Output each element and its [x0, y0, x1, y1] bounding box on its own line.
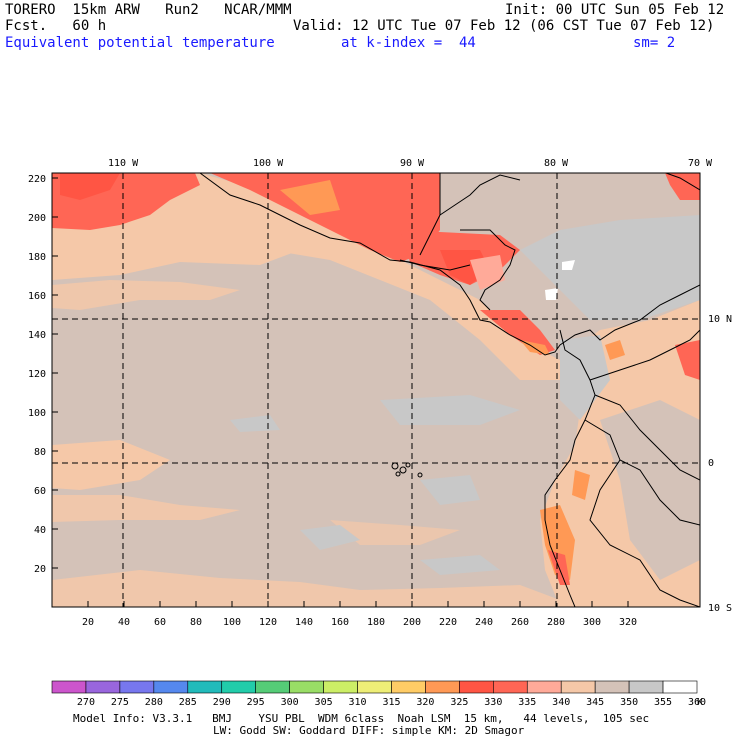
colorbar-label: 320 — [416, 697, 434, 708]
x-tick-label: 20 — [82, 617, 94, 628]
y-tick-label: 220 — [28, 174, 46, 185]
colorbar-swatch — [628, 680, 664, 694]
colorbar-label: 290 — [213, 697, 231, 708]
colorbar-swatch — [119, 680, 155, 694]
colorbar-label: 315 — [382, 697, 400, 708]
lat-label: 10 N — [708, 314, 732, 325]
colorbar-label: 355 — [654, 697, 672, 708]
theta-e-field — [52, 173, 700, 607]
colorbar-label: 280 — [145, 697, 163, 708]
colorbar: 270 275 280 285 290 295 300 305 310 315 320 325 330 3… — [51, 680, 706, 708]
x-tick-label: 60 — [154, 617, 166, 628]
colorbar-swatch — [357, 680, 392, 694]
colorbar-label: 345 — [586, 697, 604, 708]
x-tick-label: 280 — [547, 617, 565, 628]
model-title: TORERO 15km ARW Run2 NCAR/MMM — [5, 2, 292, 18]
smoothing: sm= 2 — [633, 35, 676, 51]
x-tick-label: 120 — [259, 617, 277, 628]
colorbar-swatch — [85, 680, 121, 694]
x-tick-label: 80 — [190, 617, 202, 628]
colorbar-swatch — [221, 680, 256, 694]
colorbar-label: 270 — [77, 697, 95, 708]
colorbar-swatch — [662, 680, 698, 694]
lat-label: 10 S — [708, 603, 732, 614]
y-tick-label: 180 — [28, 252, 46, 263]
y-tick-label: 20 — [34, 564, 46, 575]
colorbar-label: 325 — [450, 697, 468, 708]
lat-labels: 10 N 0 10 S — [708, 314, 732, 614]
graticule — [52, 173, 700, 607]
colorbar-swatch — [153, 680, 189, 694]
x-tick-label: 40 — [118, 617, 130, 628]
colorbar-label: 295 — [247, 697, 265, 708]
forecast-hour: Fcst. 60 h — [5, 18, 107, 34]
y-tick-label: 160 — [28, 291, 46, 302]
field-name: Equivalent potential temperature — [5, 35, 275, 51]
lon-label: 70 W — [688, 158, 713, 169]
colorbar-label: 330 — [484, 697, 502, 708]
x-tick-labels: 20 40 60 80 100 120 140 160 180 200 220 240 260 280 30… — [82, 601, 637, 628]
colorbar-label: 335 — [518, 697, 536, 708]
y-tick-labels: 220 200 180 160 140 120 100 80 60 40 20 — [28, 174, 58, 575]
lon-label: 110 W — [108, 158, 139, 169]
colorbar-unit: K — [697, 697, 703, 708]
colorbar-label: 285 — [179, 697, 197, 708]
lat-label: 0 — [708, 458, 714, 469]
colorbar-label: 310 — [348, 697, 366, 708]
y-tick-label: 80 — [34, 447, 46, 458]
colorbar-label: 300 — [281, 697, 299, 708]
model-info: Model Info: V3.3.1 BMJ YSU PBL WDM 6clas… — [73, 712, 650, 725]
valid-time: Valid: 12 UTC Tue 07 Feb 12 (06 CST Tue … — [293, 18, 715, 34]
colorbar-swatch — [255, 680, 290, 694]
x-tick-label: 160 — [331, 617, 349, 628]
x-tick-label: 240 — [475, 617, 493, 628]
x-tick-label: 260 — [511, 617, 529, 628]
colorbar-swatch — [187, 680, 223, 694]
colorbar-swatch — [594, 680, 630, 694]
colorbar-swatch — [323, 680, 358, 694]
y-tick-label: 100 — [28, 408, 46, 419]
init-time: Init: 00 UTC Sun 05 Feb 12 — [505, 2, 725, 18]
colorbar-swatch — [493, 680, 528, 694]
x-tick-label: 300 — [583, 617, 601, 628]
y-tick-label: 40 — [34, 525, 46, 536]
x-tick-label: 100 — [223, 617, 241, 628]
x-tick-label: 200 — [403, 617, 421, 628]
x-tick-label: 320 — [619, 617, 637, 628]
colorbar-label: 360 — [688, 697, 706, 708]
colorbar-label: 275 — [111, 697, 129, 708]
lon-labels: 110 W 100 W 90 W 80 W 70 W — [108, 158, 713, 169]
colorbar-swatch — [391, 680, 426, 694]
colorbar-label: 350 — [620, 697, 638, 708]
colorbar-label: 305 — [315, 697, 333, 708]
physics-info: LW: Godd SW: Goddard DIFF: simple KM: 2D… — [213, 724, 525, 737]
colorbar-label: 340 — [552, 697, 570, 708]
y-tick-label: 200 — [28, 213, 46, 224]
level-index: at k-index = 44 — [341, 35, 476, 51]
colorbar-swatch — [526, 680, 562, 694]
x-tick-label: 140 — [295, 617, 313, 628]
y-tick-label: 140 — [28, 330, 46, 341]
y-tick-label: 60 — [34, 486, 46, 497]
lon-label: 100 W — [253, 158, 284, 169]
lon-label: 80 W — [544, 158, 569, 169]
coastlines — [199, 173, 700, 607]
colorbar-swatch — [51, 680, 87, 694]
colorbar-swatch — [560, 680, 596, 694]
x-tick-label: 220 — [439, 617, 457, 628]
colorbar-swatch — [459, 680, 494, 694]
lon-label: 90 W — [400, 158, 425, 169]
x-tick-label: 180 — [367, 617, 385, 628]
colorbar-swatch — [289, 680, 324, 694]
colorbar-swatch — [425, 680, 460, 694]
y-tick-label: 120 — [28, 369, 46, 380]
